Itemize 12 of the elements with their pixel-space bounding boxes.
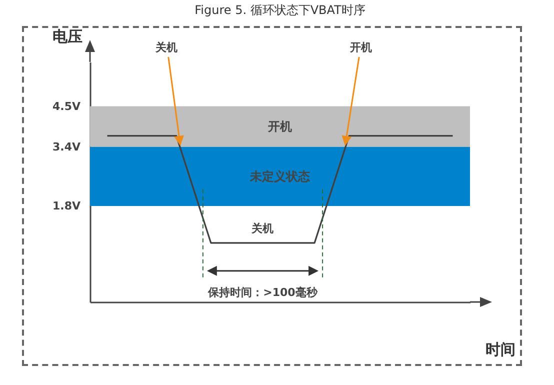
text: 开机 (349, 41, 372, 54)
text: 关机 (154, 41, 178, 54)
annotation: 保持时间：>100毫秒 (207, 286, 318, 299)
y-tick-label: 1.8V (52, 200, 81, 212)
y-axis-title: 电压 (52, 28, 82, 46)
annotation: 关机 (250, 222, 274, 235)
band-label: 未定义状态 (249, 169, 311, 184)
x-axis-title: 时间 (486, 340, 516, 358)
band-label: 开机 (267, 120, 292, 134)
y-tick-label: 3.4V (52, 140, 81, 154)
chart-title: Figure 5. 循环状态下VBAT时序 (194, 3, 366, 17)
y-tick-label: 4.5V (52, 100, 81, 113)
